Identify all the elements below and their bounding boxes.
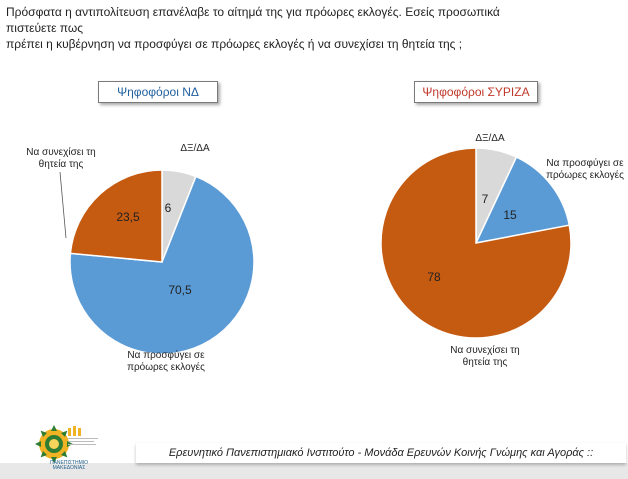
question-line-1: Πρόσφατα η αντιπολίτευση επανέλαβε το αί… xyxy=(6,5,500,35)
logo-line-2: ΜΑΚΕΔΟΝΙΑΣ xyxy=(52,465,86,471)
chart-title-nd: Ψηφοφόροι ΝΔ xyxy=(98,81,218,103)
question-text: Πρόσφατα η αντιπολίτευση επανέλαβε το αί… xyxy=(6,4,526,52)
pie-nd-value-early-elections: 70,5 xyxy=(168,283,192,297)
pie-nd-label-dk: ΔΞ/ΔΑ xyxy=(180,143,210,154)
question-line-2: πρέπει η κυβέρνηση να προσφύγει σε πρόωρ… xyxy=(6,37,463,51)
pie-syriza-slice-early-elections xyxy=(474,156,571,245)
pie-syriza-label-dk: ΔΞ/ΔΑ xyxy=(475,133,505,144)
logo-text: ΠΑΝΕΠΙΣΤΗΜΙΟ ΜΑΚΕΔΟΝΙΑΣ xyxy=(34,461,104,471)
chart-title-syriza: Ψηφοφόροι ΣΥΡΙΖΑ xyxy=(414,81,538,103)
pie-syriza-value-continue-term: 78 xyxy=(427,270,441,284)
pie-nd-leader-continue-term xyxy=(59,171,67,239)
pie-syriza-label-continue-term: Να συνεχίσει τη θητεία της xyxy=(450,344,520,368)
pie-syriza: 7 15 78 ΔΞ/ΔΑ Να προσφύγει σε πρόωρες εκλογές… xyxy=(380,133,624,368)
pie-nd-value-continue-term: 23,5 xyxy=(116,210,140,224)
pie-syriza-slice-continue-term xyxy=(380,147,572,339)
pie-nd-label-continue-term: Να συνεχίσει τη θητεία της xyxy=(26,146,96,170)
pie-nd-slice-early-elections xyxy=(69,175,255,355)
pie-nd-value-dk: 6 xyxy=(165,201,172,215)
footer-source: Ερευνητικό Πανεπιστημιακό Ινστιτούτο - Μ… xyxy=(136,443,626,463)
logo-line-1: ΠΑΝΕΠΙΣΤΗΜΙΟ xyxy=(49,460,89,466)
pie-nd-label-early-elections: Να προσφύγει σε πρόωρες εκλογές xyxy=(127,349,205,373)
pie-syriza-value-early-elections: 15 xyxy=(503,208,517,222)
pie-nd-slice-continue-term xyxy=(69,169,163,263)
footer-bar xyxy=(0,463,628,479)
pie-syriza-value-dk: 7 xyxy=(482,192,489,206)
university-logo: ΠΑΝΕΠΙΣΤΗΜΙΟ ΜΑΚΕΔΟΝΙΑΣ xyxy=(34,424,104,471)
pie-syriza-label-early-elections: Να προσφύγει σε πρόωρες εκλογές xyxy=(546,157,624,181)
pie-nd: 6 70,5 23,5 ΔΞ/ΔΑ Να προσφύγει σε πρόωρες εκλ… xyxy=(26,143,255,373)
university-sun-emblem-icon xyxy=(35,425,98,463)
